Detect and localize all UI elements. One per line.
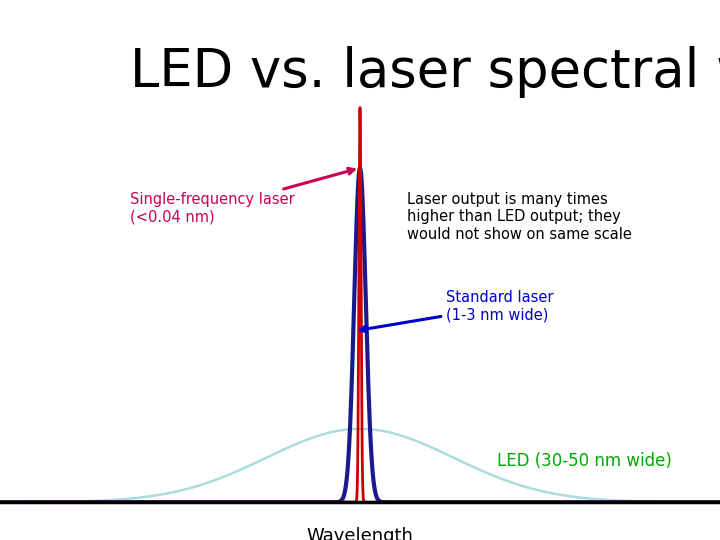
- Text: Wavelength: Wavelength: [307, 527, 413, 540]
- Text: LED vs. laser spectral width: LED vs. laser spectral width: [130, 46, 720, 98]
- Text: Laser output is many times
higher than LED output; they
would not show on same s: Laser output is many times higher than L…: [407, 192, 631, 242]
- Text: Single-frequency laser
(<0.04 nm): Single-frequency laser (<0.04 nm): [130, 168, 354, 225]
- Text: Standard laser
(1-3 nm wide): Standard laser (1-3 nm wide): [360, 291, 554, 332]
- Text: LED (30-50 nm wide): LED (30-50 nm wide): [497, 453, 672, 470]
